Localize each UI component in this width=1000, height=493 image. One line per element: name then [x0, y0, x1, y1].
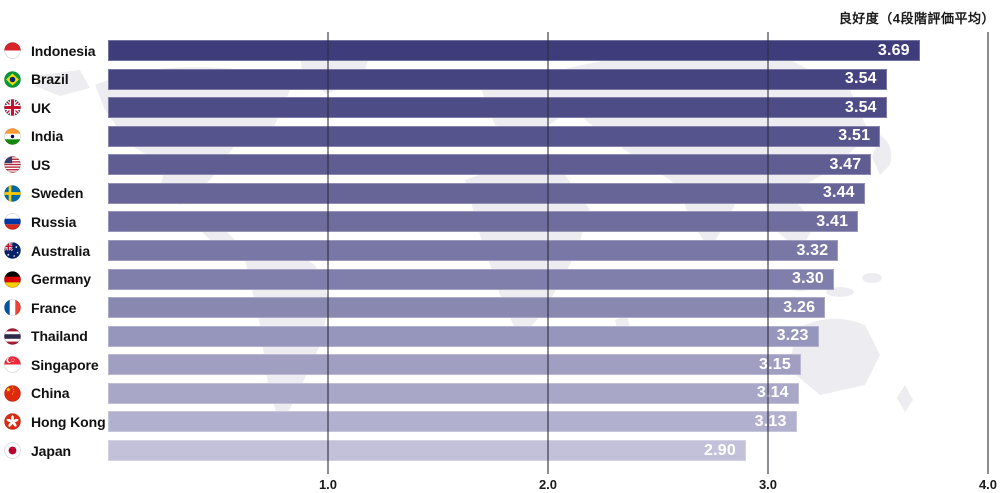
bar-china: 3.14 — [108, 382, 799, 404]
country-row-label: Indonesia — [4, 40, 96, 61]
us-flag-icon — [4, 156, 21, 174]
bar-value-label: 3.44 — [822, 184, 855, 202]
bar-value-label: 3.13 — [754, 412, 787, 430]
bar-thailand: 3.23 — [108, 325, 819, 347]
country-name: Thailand — [31, 328, 88, 345]
bar-russia: 3.41 — [108, 211, 859, 233]
bar-germany: 3.30 — [108, 268, 834, 290]
bar-value-label: 3.54 — [844, 70, 877, 88]
bar-brazil: 3.54 — [108, 68, 887, 90]
gridline-3.0 — [767, 32, 769, 474]
country-row-label: Australia — [4, 240, 90, 261]
country-row-label: Brazil — [4, 69, 69, 90]
bar-hong-kong: 3.13 — [108, 411, 797, 433]
gridline-1.0 — [327, 32, 329, 474]
hk-flag-icon — [4, 413, 21, 431]
bar-uk: 3.54 — [108, 97, 887, 119]
bar-us: 3.47 — [108, 154, 872, 176]
bar-japan: 2.90 — [108, 440, 746, 461]
country-name: Brazil — [31, 71, 69, 88]
bar-value-label: 3.14 — [756, 384, 789, 402]
fr-flag-icon — [4, 299, 21, 316]
ru-flag-icon — [4, 213, 21, 231]
se-flag-icon — [4, 185, 21, 202]
chart-title: 良好度（4段階評価平均） — [838, 11, 995, 26]
country-name: Sweden — [31, 185, 84, 202]
bar-singapore: 3.15 — [108, 354, 801, 376]
country-row-label: Hong Kong — [4, 411, 106, 432]
country-name: US — [31, 156, 51, 173]
country-name: UK — [31, 99, 52, 116]
in-flag-icon — [4, 127, 21, 145]
country-name: Russia — [31, 213, 77, 230]
au-flag-icon — [4, 242, 21, 259]
x-tick-label: 4.0 — [978, 477, 998, 492]
gb-flag-icon — [4, 99, 21, 116]
bar-india: 3.51 — [108, 125, 881, 147]
x-tick-label: 2.0 — [538, 477, 558, 492]
country-row-label: Japan — [4, 440, 71, 461]
jp-flag-icon — [4, 442, 21, 459]
country-row-label: France — [4, 297, 76, 318]
gridline-2.0 — [547, 32, 549, 474]
bar-value-label: 3.26 — [783, 298, 816, 316]
bar-france: 3.26 — [108, 297, 826, 319]
bar-value-label: 3.54 — [844, 98, 877, 116]
country-name: Singapore — [31, 356, 99, 373]
country-row-label: UK — [4, 97, 51, 118]
country-name: Australia — [31, 242, 91, 259]
country-name: Indonesia — [31, 42, 96, 59]
bar-value-label: 2.90 — [704, 441, 736, 459]
country-name: Germany — [31, 271, 91, 288]
bar-indonesia: 3.69 — [108, 40, 920, 61]
country-row-label: US — [4, 154, 50, 175]
country-row-label: Singapore — [4, 354, 99, 375]
x-tick-label: 3.0 — [758, 477, 778, 492]
sg-flag-icon — [4, 356, 21, 374]
bar-value-label: 3.30 — [792, 270, 824, 288]
gridline-4.0 — [987, 32, 989, 474]
de-flag-icon — [4, 270, 21, 288]
bar-value-label: 3.51 — [838, 127, 871, 145]
x-tick-label: 1.0 — [318, 477, 338, 492]
country-row-label: Thailand — [4, 326, 88, 347]
bar-value-label: 3.41 — [816, 212, 849, 230]
bar-value-label: 3.69 — [877, 41, 910, 59]
bar-value-label: 3.47 — [829, 155, 862, 173]
bar-sweden: 3.44 — [108, 182, 865, 204]
country-row-label: Sweden — [4, 183, 83, 204]
bar-value-label: 3.32 — [796, 241, 829, 259]
country-name: India — [31, 128, 64, 145]
country-name: France — [31, 299, 77, 316]
country-name: China — [31, 385, 70, 402]
country-row-label: China — [4, 383, 69, 404]
country-name: Hong Kong — [31, 413, 106, 430]
country-row-label: India — [4, 126, 63, 147]
id-flag-icon — [4, 42, 21, 59]
country-name: Japan — [31, 442, 71, 459]
country-row-label: Russia — [4, 211, 76, 232]
cn-flag-icon — [4, 385, 21, 402]
bar-value-label: 3.15 — [759, 355, 791, 373]
country-row-label: Germany — [4, 269, 91, 290]
bar-australia: 3.32 — [108, 240, 839, 261]
th-flag-icon — [4, 327, 21, 345]
bar-value-label: 3.23 — [776, 327, 809, 345]
br-flag-icon — [4, 70, 21, 88]
